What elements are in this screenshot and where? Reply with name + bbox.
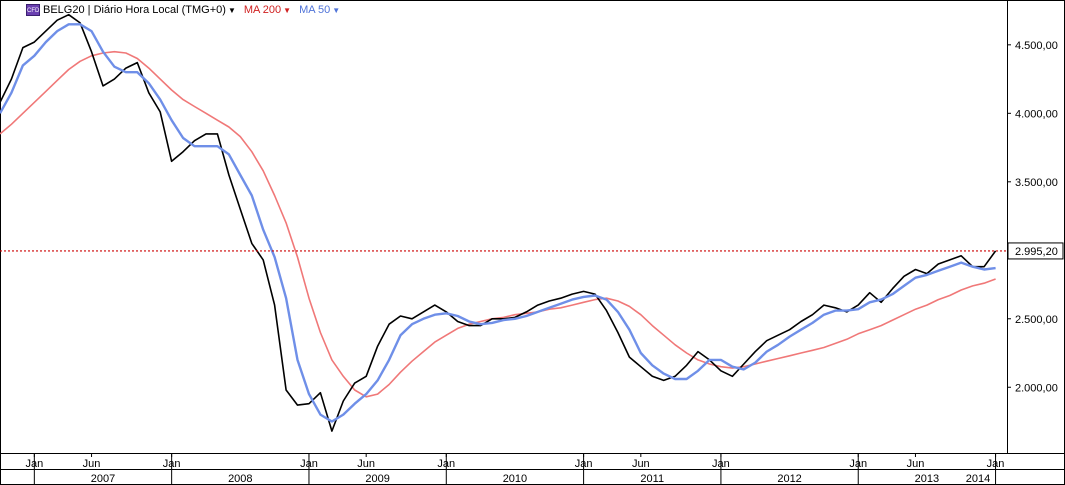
x-year-label: 2011: [640, 473, 664, 485]
ma50-dropdown-icon[interactable]: ▼: [332, 5, 341, 15]
y-tick-label: 3.500,00: [1015, 177, 1058, 189]
y-tick-label: 2.500,00: [1015, 314, 1058, 326]
series-belg20[interactable]: [0, 13, 997, 432]
y-axis-frame: [1007, 0, 1065, 454]
last-price-label: 2.995,20: [1015, 246, 1058, 258]
y-tick-label: 4.500,00: [1015, 40, 1058, 52]
legend-separator: |: [84, 4, 94, 16]
x-year-label: 2012: [777, 473, 801, 485]
x-year-label: 2010: [503, 473, 527, 485]
x-year-label: 2007: [91, 473, 115, 485]
plot-frame: [0, 0, 1008, 454]
x-year-label: 2009: [365, 473, 389, 485]
legend-ma200[interactable]: MA 200: [243, 4, 282, 16]
chart-legend: CFD BELG20 | Diário Hora Local (TMG+0) ▼…: [26, 3, 340, 17]
legend-symbol[interactable]: BELG20: [43, 4, 85, 16]
x-year-label: 2013: [915, 473, 939, 485]
x-month-label: Jun: [357, 458, 375, 470]
legend-timezone[interactable]: Hora Local (TMG+0): [125, 4, 226, 16]
dropdown-arrow-icon[interactable]: ▼: [227, 5, 236, 15]
last-price-layer: 2.995,20: [0, 242, 1064, 260]
legend-ma50[interactable]: MA 50: [299, 4, 331, 16]
x-year-label: 2014: [966, 473, 990, 485]
series-layer: [0, 13, 997, 432]
x-month-label: Jun: [83, 458, 101, 470]
cfd-icon: CFD: [26, 4, 40, 16]
y-tick-label: 4.000,00: [1015, 108, 1058, 120]
x-month-label: Jun: [632, 458, 650, 470]
x-axis-ticks: Jan Jun Jan Jan Jun Jan Jan Jun Jan Jan Jun Jan2007…: [25, 453, 1004, 485]
ma200-dropdown-icon[interactable]: ▼: [283, 5, 292, 15]
last-price-box: [1007, 242, 1064, 260]
legend-interval[interactable]: Diário: [93, 4, 123, 16]
x-month-label: Jun: [907, 458, 925, 470]
y-tick-label: 2.000,00: [1015, 382, 1058, 394]
series-ma-50[interactable]: [0, 23, 996, 423]
x-year-label: 2008: [228, 473, 252, 485]
